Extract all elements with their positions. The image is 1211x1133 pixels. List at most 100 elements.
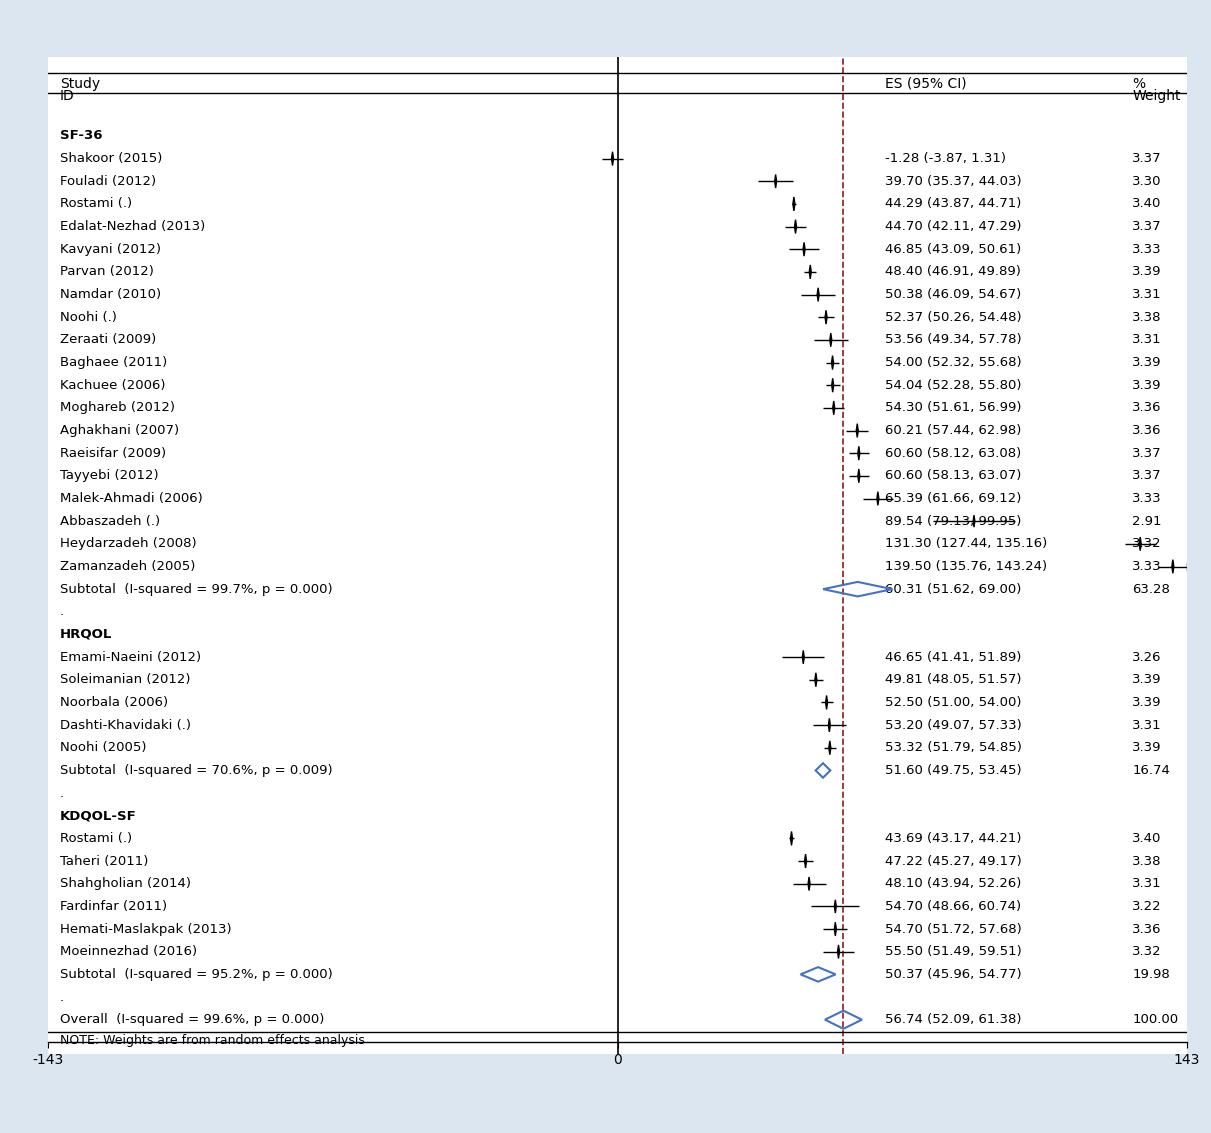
Text: 48.10 (43.94, 52.26): 48.10 (43.94, 52.26) <box>885 877 1022 891</box>
Text: 54.30 (51.61, 56.99): 54.30 (51.61, 56.99) <box>885 401 1022 415</box>
Text: Noohi (2005): Noohi (2005) <box>59 741 147 755</box>
Polygon shape <box>828 718 831 732</box>
Text: 63.28: 63.28 <box>1132 582 1170 596</box>
Text: 3.33: 3.33 <box>1132 242 1161 256</box>
Text: 54.00 (52.32, 55.68): 54.00 (52.32, 55.68) <box>885 356 1022 369</box>
Text: -1.28 (-3.87, 1.31): -1.28 (-3.87, 1.31) <box>885 152 1006 165</box>
Text: 54.70 (48.66, 60.74): 54.70 (48.66, 60.74) <box>885 900 1021 913</box>
Text: Shahgholian (2014): Shahgholian (2014) <box>59 877 191 891</box>
Text: Subtotal  (I-squared = 95.2%, p = 0.000): Subtotal (I-squared = 95.2%, p = 0.000) <box>59 968 333 981</box>
Text: Kachuee (2006): Kachuee (2006) <box>59 378 166 392</box>
Text: Malek-Ahmadi (2006): Malek-Ahmadi (2006) <box>59 492 202 505</box>
Text: 50.37 (45.96, 54.77): 50.37 (45.96, 54.77) <box>885 968 1022 981</box>
Text: Study: Study <box>59 77 101 92</box>
Text: 3.36: 3.36 <box>1132 401 1161 415</box>
Text: 3.39: 3.39 <box>1132 741 1161 755</box>
Polygon shape <box>832 356 833 369</box>
Polygon shape <box>793 197 794 211</box>
Polygon shape <box>828 741 831 755</box>
Text: 3.38: 3.38 <box>1132 854 1161 868</box>
Text: .: . <box>59 786 64 800</box>
Text: Rostami (.): Rostami (.) <box>59 197 132 211</box>
Text: Noohi (.): Noohi (.) <box>59 310 116 324</box>
Text: 89.54 (79.13, 99.95): 89.54 (79.13, 99.95) <box>885 514 1022 528</box>
Text: Noorbala (2006): Noorbala (2006) <box>59 696 168 709</box>
Polygon shape <box>1172 560 1173 573</box>
Text: 19.98: 19.98 <box>1132 968 1170 981</box>
Polygon shape <box>803 242 805 256</box>
Text: Parvan (2012): Parvan (2012) <box>59 265 154 279</box>
Text: 43.69 (43.17, 44.21): 43.69 (43.17, 44.21) <box>885 832 1022 845</box>
Text: 3.22: 3.22 <box>1132 900 1161 913</box>
Text: Taheri (2011): Taheri (2011) <box>59 854 148 868</box>
Text: Edalat-Nezhad (2013): Edalat-Nezhad (2013) <box>59 220 205 233</box>
Text: 3.36: 3.36 <box>1132 424 1161 437</box>
Text: .: . <box>59 605 64 619</box>
Text: 3.39: 3.39 <box>1132 356 1161 369</box>
Text: Moeinnezhad (2016): Moeinnezhad (2016) <box>59 945 197 959</box>
Text: 44.29 (43.87, 44.71): 44.29 (43.87, 44.71) <box>885 197 1022 211</box>
Text: Raeisifar (2009): Raeisifar (2009) <box>59 446 166 460</box>
Text: 3.37: 3.37 <box>1132 152 1161 165</box>
Text: 60.21 (57.44, 62.98): 60.21 (57.44, 62.98) <box>885 424 1022 437</box>
Text: 60.60 (58.12, 63.08): 60.60 (58.12, 63.08) <box>885 446 1021 460</box>
Text: Namdar (2010): Namdar (2010) <box>59 288 161 301</box>
Text: 3.40: 3.40 <box>1132 197 1161 211</box>
Text: NOTE: Weights are from random effects analysis: NOTE: Weights are from random effects an… <box>59 1033 365 1047</box>
Text: Soleimanian (2012): Soleimanian (2012) <box>59 673 190 687</box>
Polygon shape <box>857 446 860 460</box>
Text: 3.33: 3.33 <box>1132 492 1161 505</box>
Polygon shape <box>817 288 819 301</box>
Text: 56.74 (52.09, 61.38): 56.74 (52.09, 61.38) <box>885 1013 1022 1026</box>
Text: 47.22 (45.27, 49.17): 47.22 (45.27, 49.17) <box>885 854 1022 868</box>
Text: .: . <box>59 990 64 1004</box>
Text: 100.00: 100.00 <box>1132 1013 1178 1026</box>
Polygon shape <box>775 174 776 188</box>
Polygon shape <box>815 673 817 687</box>
Text: 3.39: 3.39 <box>1132 673 1161 687</box>
Text: 65.39 (61.66, 69.12): 65.39 (61.66, 69.12) <box>885 492 1022 505</box>
Polygon shape <box>825 310 827 324</box>
Text: %: % <box>1132 77 1146 92</box>
Text: 3.39: 3.39 <box>1132 696 1161 709</box>
Text: 55.50 (51.49, 59.51): 55.50 (51.49, 59.51) <box>885 945 1022 959</box>
Text: 51.60 (49.75, 53.45): 51.60 (49.75, 53.45) <box>885 764 1022 777</box>
Text: 3.38: 3.38 <box>1132 310 1161 324</box>
Text: ID: ID <box>59 88 75 103</box>
Text: 60.31 (51.62, 69.00): 60.31 (51.62, 69.00) <box>885 582 1022 596</box>
Text: Hemati-Maslakpak (2013): Hemati-Maslakpak (2013) <box>59 922 231 936</box>
Text: 3.32: 3.32 <box>1132 537 1161 551</box>
Text: 49.81 (48.05, 51.57): 49.81 (48.05, 51.57) <box>885 673 1022 687</box>
Polygon shape <box>856 424 859 437</box>
Text: Overall  (I-squared = 99.6%, p = 0.000): Overall (I-squared = 99.6%, p = 0.000) <box>59 1013 325 1026</box>
Polygon shape <box>808 877 810 891</box>
Polygon shape <box>974 516 975 527</box>
Text: 3.36: 3.36 <box>1132 922 1161 936</box>
Polygon shape <box>803 650 804 664</box>
Text: Zeraati (2009): Zeraati (2009) <box>59 333 156 347</box>
Text: 3.31: 3.31 <box>1132 718 1161 732</box>
Text: Abbaszadeh (.): Abbaszadeh (.) <box>59 514 160 528</box>
Text: 50.38 (46.09, 54.67): 50.38 (46.09, 54.67) <box>885 288 1021 301</box>
Polygon shape <box>826 696 827 709</box>
Text: 46.85 (43.09, 50.61): 46.85 (43.09, 50.61) <box>885 242 1021 256</box>
Text: SF-36: SF-36 <box>59 129 102 143</box>
Text: Weight: Weight <box>1132 88 1181 103</box>
Text: Dashti-Khavidaki (.): Dashti-Khavidaki (.) <box>59 718 191 732</box>
Text: 3.33: 3.33 <box>1132 560 1161 573</box>
Polygon shape <box>833 401 834 415</box>
Text: 16.74: 16.74 <box>1132 764 1170 777</box>
Text: Tayyebi (2012): Tayyebi (2012) <box>59 469 159 483</box>
Polygon shape <box>612 152 614 165</box>
Text: Emami-Naeini (2012): Emami-Naeini (2012) <box>59 650 201 664</box>
Text: 3.37: 3.37 <box>1132 220 1161 233</box>
Text: Baghaee (2011): Baghaee (2011) <box>59 356 167 369</box>
Text: 3.31: 3.31 <box>1132 333 1161 347</box>
Text: Subtotal  (I-squared = 99.7%, p = 0.000): Subtotal (I-squared = 99.7%, p = 0.000) <box>59 582 333 596</box>
Polygon shape <box>830 333 832 347</box>
Text: 60.60 (58.13, 63.07): 60.60 (58.13, 63.07) <box>885 469 1022 483</box>
Polygon shape <box>877 492 879 505</box>
Text: Rostami (.): Rostami (.) <box>59 832 132 845</box>
Text: 139.50 (135.76, 143.24): 139.50 (135.76, 143.24) <box>885 560 1048 573</box>
Text: 54.04 (52.28, 55.80): 54.04 (52.28, 55.80) <box>885 378 1022 392</box>
